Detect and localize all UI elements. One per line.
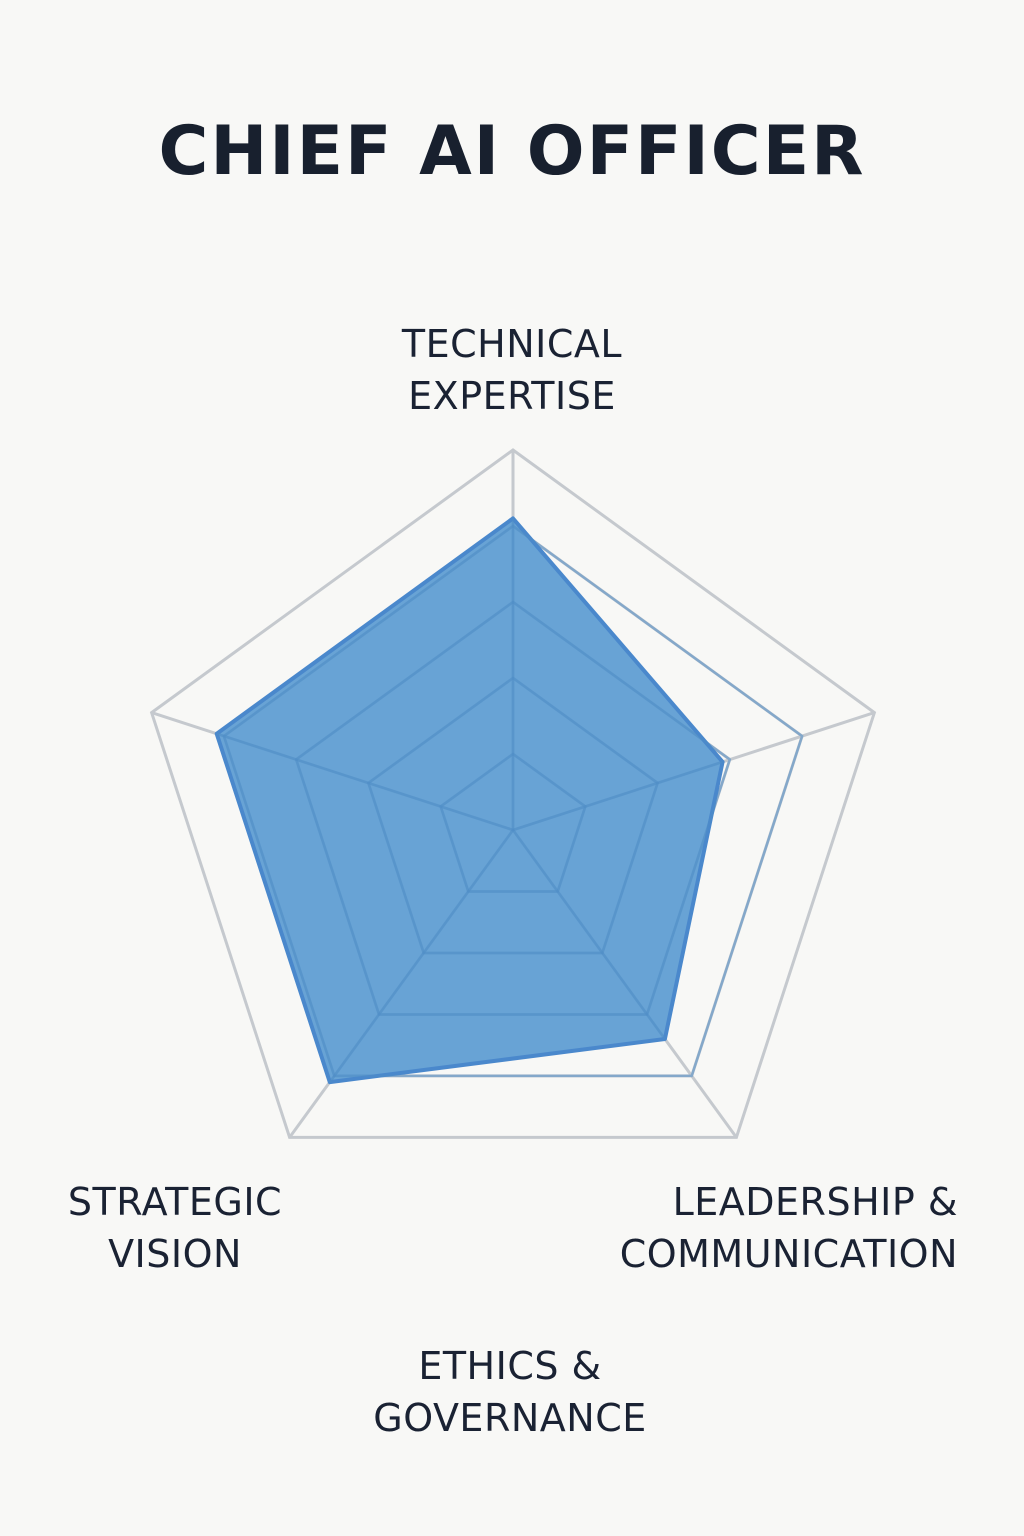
axis-label-line: ETHICS & — [418, 1344, 602, 1388]
axis-label-line: COMMUNICATION — [619, 1232, 958, 1276]
axis-label-line: EXPERTISE — [408, 374, 616, 418]
axis-label-leadership-communication: LEADERSHIP & COMMUNICATION — [540, 1176, 958, 1280]
grid-ring-overlay — [366, 676, 660, 955]
axis-label-line: STRATEGIC — [67, 1180, 283, 1224]
axis-label-ethics-governance: ETHICS & GOVERNANCE — [310, 1340, 710, 1444]
axis-label-line: LEADERSHIP & — [672, 1180, 958, 1224]
series-spoke — [216, 732, 514, 832]
series-spoke — [511, 829, 666, 1040]
axis-label-strategic-vision: STRATEGIC VISION — [20, 1176, 330, 1280]
axis-label-line: TECHNICAL — [401, 322, 623, 366]
grid-ring-overlay — [222, 524, 804, 1078]
axis-label-line: VISION — [108, 1232, 242, 1276]
series-area — [214, 516, 725, 1085]
series-spoke — [512, 760, 723, 832]
chart-title: CHIEF AI OFFICER — [158, 112, 866, 191]
axis-label-technical-expertise: TECHNICAL EXPERTISE — [312, 318, 712, 422]
grid-ring-overlay — [439, 752, 587, 893]
grid-ring — [149, 448, 877, 1139]
axis-label-line: GOVERNANCE — [373, 1396, 647, 1440]
series-spoke — [328, 829, 515, 1083]
grid-ring-overlay — [294, 600, 732, 1016]
